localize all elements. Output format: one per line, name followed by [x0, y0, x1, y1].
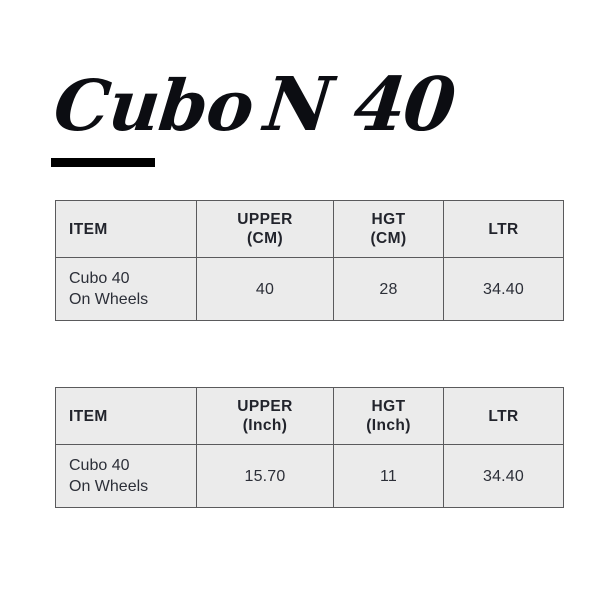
cell-upper: 40 — [196, 257, 334, 321]
column-header-ltr: LTR — [443, 387, 564, 445]
cell-hgt: 11 — [333, 444, 444, 508]
column-header-upper: UPPER (CM) — [196, 200, 334, 258]
title-underline-rule — [51, 158, 155, 167]
column-header-upper: UPPER (Inch) — [196, 387, 334, 445]
cell-item: Cubo 40 On Wheels — [55, 257, 197, 321]
cell-item-line1: Cubo 40 — [69, 270, 130, 287]
column-header-upper-label: UPPER — [237, 211, 293, 228]
column-header-upper-label: UPPER — [237, 398, 293, 415]
column-header-hgt-unit: (CM) — [370, 230, 407, 247]
column-header-item: ITEM — [55, 200, 197, 258]
column-header-hgt: HGT (Inch) — [333, 387, 444, 445]
cell-upper: 15.70 — [196, 444, 334, 508]
column-header-item: ITEM — [55, 387, 197, 445]
table-header-row: ITEM UPPER (Inch) HGT (Inch) LTR — [55, 387, 564, 445]
column-header-ltr-label: LTR — [488, 220, 519, 238]
table-row: Cubo 40 On Wheels 15.70 11 34.40 — [55, 444, 564, 508]
cell-ltr: 34.40 — [443, 444, 564, 508]
column-header-item-label: ITEM — [69, 407, 108, 425]
column-header-hgt: HGT (CM) — [333, 200, 444, 258]
column-header-hgt-label: HGT — [371, 398, 406, 415]
cell-item-line1: Cubo 40 — [69, 457, 130, 474]
spec-table-metric: ITEM UPPER (CM) HGT (CM) LTR Cubo 40 — [55, 200, 564, 321]
column-header-upper-unit: (Inch) — [242, 417, 288, 434]
cell-hgt: 28 — [333, 257, 444, 321]
column-header-hgt-label: HGT — [371, 211, 406, 228]
spec-table-imperial: ITEM UPPER (Inch) HGT (Inch) LTR Cubo 40 — [55, 387, 564, 508]
page-title-model: N 40 — [260, 62, 458, 148]
column-header-ltr-label: LTR — [488, 407, 519, 425]
cell-ltr: 34.40 — [443, 257, 564, 321]
column-header-hgt-unit: (Inch) — [366, 417, 411, 434]
table-header-row: ITEM UPPER (CM) HGT (CM) LTR — [55, 200, 564, 258]
table-row: Cubo 40 On Wheels 40 28 34.40 — [55, 257, 564, 321]
cell-item-line2: On Wheels — [69, 291, 149, 308]
cell-item-line2: On Wheels — [69, 478, 149, 495]
column-header-item-label: ITEM — [69, 220, 108, 238]
page-title-brand: Cubo — [50, 64, 258, 147]
page-title: CuboN 40 — [50, 62, 458, 149]
cell-item: Cubo 40 On Wheels — [55, 444, 197, 508]
title-block: CuboN 40 — [50, 62, 550, 172]
column-header-ltr: LTR — [443, 200, 564, 258]
column-header-upper-unit: (CM) — [246, 230, 284, 247]
